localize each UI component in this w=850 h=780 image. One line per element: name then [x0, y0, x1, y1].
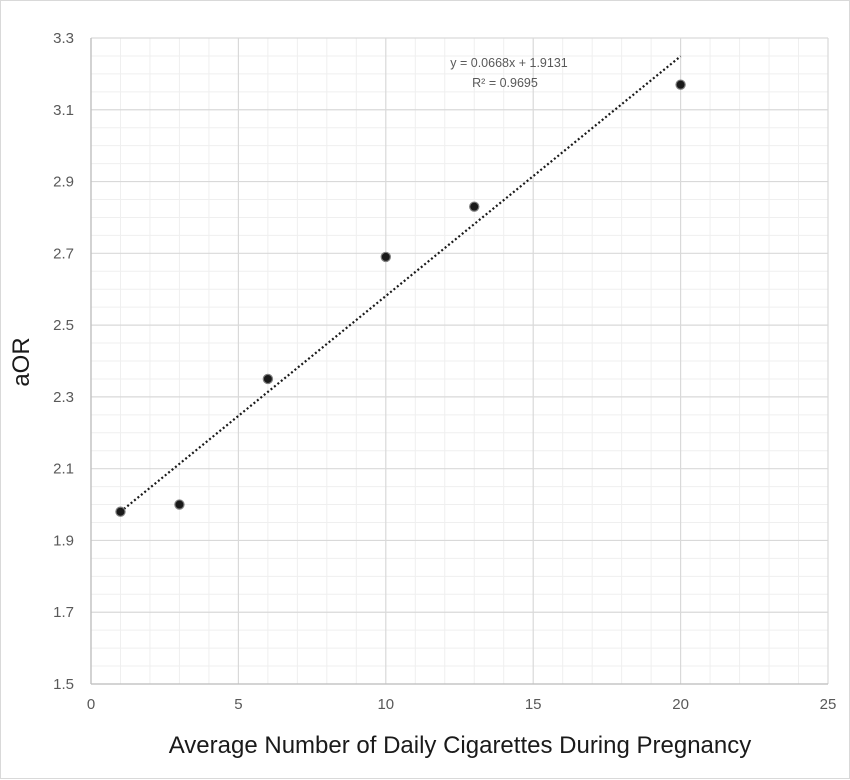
y-tick-label: 2.7 [53, 245, 74, 262]
minor-gridlines [91, 38, 828, 684]
data-point [469, 201, 480, 212]
y-tick-label: 2.1 [53, 461, 74, 478]
trendline [119, 55, 682, 513]
data-point [262, 373, 274, 385]
x-tick-label: 25 [820, 696, 837, 713]
y-tick-labels: 1.5 1.7 1.9 2.1 2.3 2.5 2.7 2.9 3.1 3.3 [53, 30, 74, 693]
y-axis-title: aOR [8, 337, 35, 386]
x-tick-label: 5 [234, 696, 242, 713]
y-tick-label: 2.3 [53, 389, 74, 406]
y-tick-label: 3.1 [53, 102, 74, 119]
data-point [174, 499, 185, 510]
trendline-r-squared: R² = 0.9695 [472, 76, 538, 90]
y-tick-label: 1.7 [53, 604, 74, 621]
y-tick-label: 2.9 [53, 174, 74, 191]
x-tick-label: 10 [377, 696, 394, 713]
data-points [115, 79, 686, 517]
data-point [380, 251, 391, 263]
y-tick-label: 3.3 [53, 30, 74, 47]
y-tick-label: 1.5 [53, 676, 74, 693]
x-tick-label: 0 [87, 696, 95, 713]
x-tick-label: 15 [525, 696, 542, 713]
y-tick-label: 2.5 [53, 317, 74, 334]
trendline-group [119, 55, 682, 513]
data-point [675, 79, 686, 90]
data-point [115, 506, 126, 517]
axes [90, 38, 828, 685]
y-tick-label: 1.9 [53, 532, 74, 549]
x-axis-title: Average Number of Daily Cigarettes Durin… [169, 732, 752, 759]
x-tick-label: 20 [672, 696, 689, 713]
x-tick-labels: 0 5 10 15 20 25 [87, 696, 837, 713]
trendline-equation: y = 0.0668x + 1.9131 [450, 56, 568, 70]
